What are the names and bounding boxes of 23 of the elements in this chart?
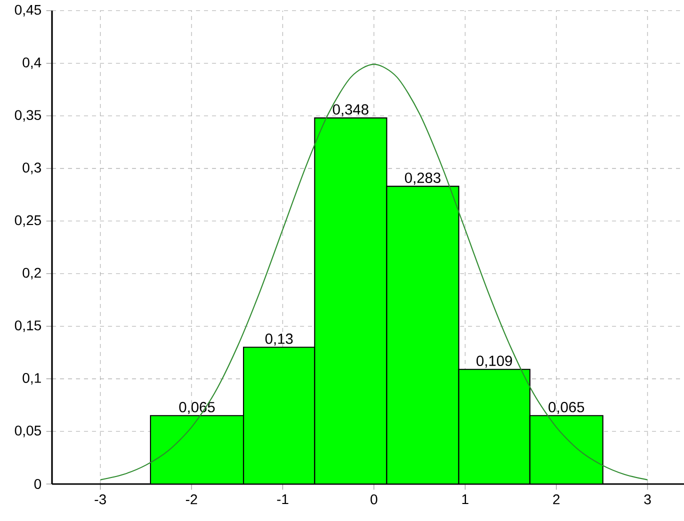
data-label: 0,348 <box>332 104 368 116</box>
x-tick-label: -3 <box>94 494 106 504</box>
y-tick-label: 0,05 <box>14 426 42 438</box>
data-label: 0,13 <box>265 334 293 346</box>
y-tick-label: 0,35 <box>14 110 42 122</box>
y-tick-label: 0,3 <box>22 162 41 174</box>
data-label: 0,065 <box>548 402 584 414</box>
x-tick-label: 3 <box>644 494 651 504</box>
y-tick-label: 0,4 <box>22 57 42 70</box>
y-tick-label: 0,45 <box>14 4 42 16</box>
y-tick-label: 0,1 <box>22 373 41 385</box>
x-tick-label: 1 <box>462 494 468 504</box>
data-label: 0,109 <box>476 356 512 368</box>
x-tick-label: 0 <box>370 494 378 504</box>
y-tick-label: 0 <box>34 479 42 489</box>
y-tick-label: 0,15 <box>14 320 42 332</box>
x-tick-label: -1 <box>277 494 288 504</box>
y-tick-label: 0,2 <box>22 268 41 280</box>
line-series <box>100 64 648 480</box>
data-label: 0,283 <box>404 172 440 185</box>
x-tick-label: 2 <box>553 494 560 504</box>
x-tick-label: -2 <box>186 494 198 504</box>
y-tick-label: 0,25 <box>14 215 42 227</box>
